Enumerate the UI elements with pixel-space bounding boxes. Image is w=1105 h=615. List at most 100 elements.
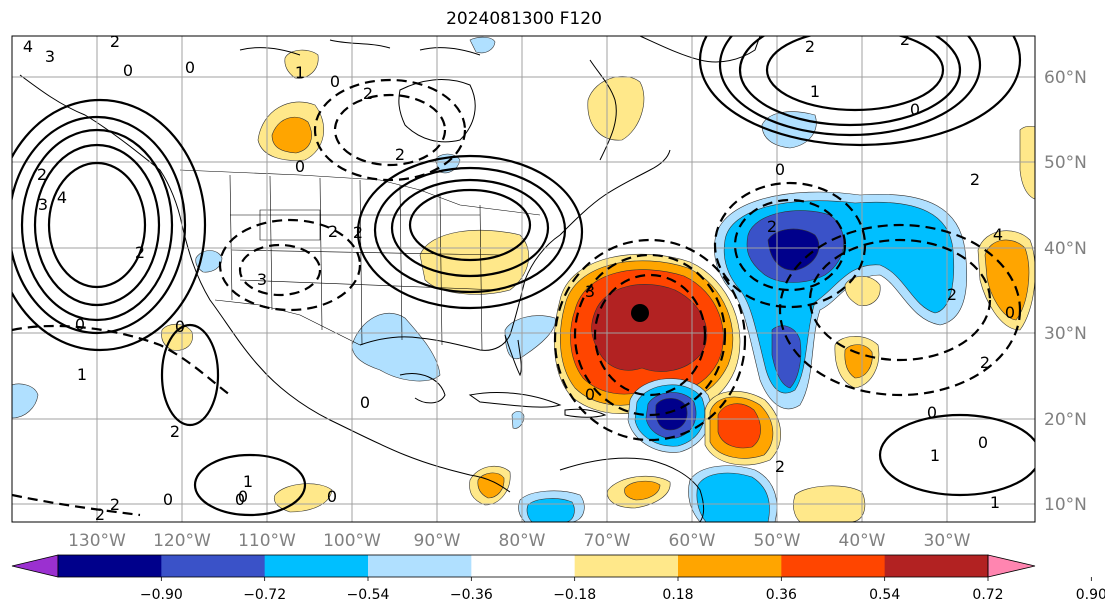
contour-pacific-high-2: [20, 128, 174, 322]
cold-patch-gulf: [351, 312, 441, 382]
contour-label: 0: [978, 433, 988, 452]
contour-label: 0: [927, 403, 937, 422]
warm-patch-pacific: [273, 483, 333, 513]
warm-patch-central-atlantic-3: [844, 344, 873, 379]
contour-atl-low-3: [593, 273, 707, 397]
contour-west-low-2: [218, 218, 362, 312]
lat-label: 60°N: [1044, 68, 1087, 88]
contour-label: 2: [947, 285, 957, 304]
contour-label: 1: [77, 365, 87, 384]
contour-label: 0: [123, 61, 133, 80]
contour-label: 2: [900, 30, 910, 49]
contour-se-high-3: [160, 323, 220, 427]
cold-patch-north: [469, 36, 496, 54]
contour-label: 3: [257, 270, 267, 289]
contour-label: 4: [23, 37, 33, 56]
contour-mid-low-1: [733, 198, 847, 292]
lon-label: 70°W: [584, 531, 631, 551]
lon-label: 60°W: [669, 531, 716, 551]
chart-title: 2024081300 F120: [446, 9, 602, 29]
contour-south-low: [12, 493, 141, 517]
warm-anomaly-north-canada: [284, 49, 319, 79]
lon-label: 130°W: [68, 531, 126, 551]
colorbar-segment: [368, 555, 472, 577]
contour-se-high-2: [193, 453, 307, 517]
south-america: [559, 457, 705, 522]
contour-label: 0: [235, 490, 245, 509]
contour-pacific-high-5: [12, 98, 207, 352]
contour-label: 2: [170, 422, 180, 441]
contour-label: 2: [37, 165, 47, 184]
lon-label: 110°W: [238, 531, 296, 551]
contour-label: 0: [238, 487, 248, 506]
contour-na-high-3: [698, 36, 1022, 147]
contour-label: 2: [95, 505, 105, 524]
lon-label: 90°W: [414, 531, 461, 551]
colorbar-segment: [884, 555, 989, 577]
colorbar-tick-label: −0.18: [553, 587, 596, 603]
colorbar-tick-label: −0.90: [140, 587, 183, 603]
contours: [12, 36, 1035, 517]
contour-label: 2: [395, 145, 405, 164]
cold-patch-south-2: [526, 498, 575, 522]
colorbar-segment: [58, 555, 162, 577]
florida: [504, 334, 522, 377]
contour-se-high-1: [878, 413, 1035, 497]
contour-label: 2: [805, 37, 815, 56]
colorbar-segment: [781, 555, 886, 577]
contour-label: 0: [295, 157, 305, 176]
contour-label: 1: [810, 82, 820, 101]
colorbar-tick-label: −0.54: [347, 587, 390, 603]
pacific-coast: [19, 74, 511, 493]
colorbar: −0.90 −0.72 −0.54 −0.36 −0.18 0.18 0.36 0.54 0.7…: [11, 554, 1105, 603]
contour-label: 2: [775, 457, 785, 476]
contour-canada-low-1: [333, 93, 447, 167]
contour-label: 2: [353, 223, 363, 242]
gulf-coast: [359, 234, 561, 351]
colorbar-frame: [57, 554, 989, 578]
colorbar-extend-high: [987, 554, 1036, 578]
map-frame: [11, 35, 1036, 523]
warm-anomaly-great-lakes: [419, 229, 529, 295]
contour-pacific-high-3: [12, 115, 187, 335]
lat-label: 30°N: [1044, 324, 1087, 344]
cold-patch-caribbean-small: [511, 411, 525, 429]
contour-east-low-2: [778, 223, 1022, 397]
contour-label: 2: [767, 217, 777, 236]
warm-anomaly-east-caribbean-3: [717, 403, 761, 449]
contour-label: 2: [328, 222, 338, 241]
contour-gl-high-4: [356, 154, 584, 310]
contour-label: 1: [295, 63, 305, 82]
us-mexico-border: [214, 299, 361, 346]
colorbar-tick-label: −0.36: [450, 587, 493, 603]
contour-label: 2: [110, 495, 120, 514]
contour-label: 0: [75, 315, 85, 334]
longitude-labels: 130°W 120°W 110°W 100°W 90°W 80°W 70°W 60°W 50°W…: [68, 531, 971, 551]
lon-label: 50°W: [754, 531, 801, 551]
contour-atl-low-2: [553, 238, 747, 442]
contour-label: 0: [330, 72, 340, 91]
contour-label: 4: [993, 225, 1003, 244]
lon-label: 100°W: [323, 531, 381, 551]
lon-label: 80°W: [499, 531, 546, 551]
lat-label: 40°N: [1044, 239, 1087, 259]
contour-label: 2: [363, 84, 373, 103]
contour-east-low-1: [808, 238, 992, 362]
colorbar-tick-label: 0.90: [1076, 587, 1105, 603]
contour-label: 0: [163, 490, 173, 509]
lat-label: 50°N: [1044, 153, 1087, 173]
colorbar-segment: [471, 555, 576, 577]
warm-patch-central-am-2: [477, 472, 505, 499]
contour-label: 0: [1005, 303, 1015, 322]
contour-label: 2: [970, 170, 980, 189]
hispaniola: [564, 408, 607, 418]
contour-na-high-4: [765, 36, 945, 112]
lat-label: 10°N: [1044, 495, 1087, 515]
contour-pacific-high-4: [47, 161, 147, 289]
warm-anomaly-canada-2: [271, 116, 312, 154]
warm-anomaly-east-atlantic-2: [984, 239, 1030, 321]
colorbar-segment: [574, 555, 679, 577]
contour-label: 4: [57, 188, 67, 207]
contour-gl-high-2: [390, 178, 550, 278]
